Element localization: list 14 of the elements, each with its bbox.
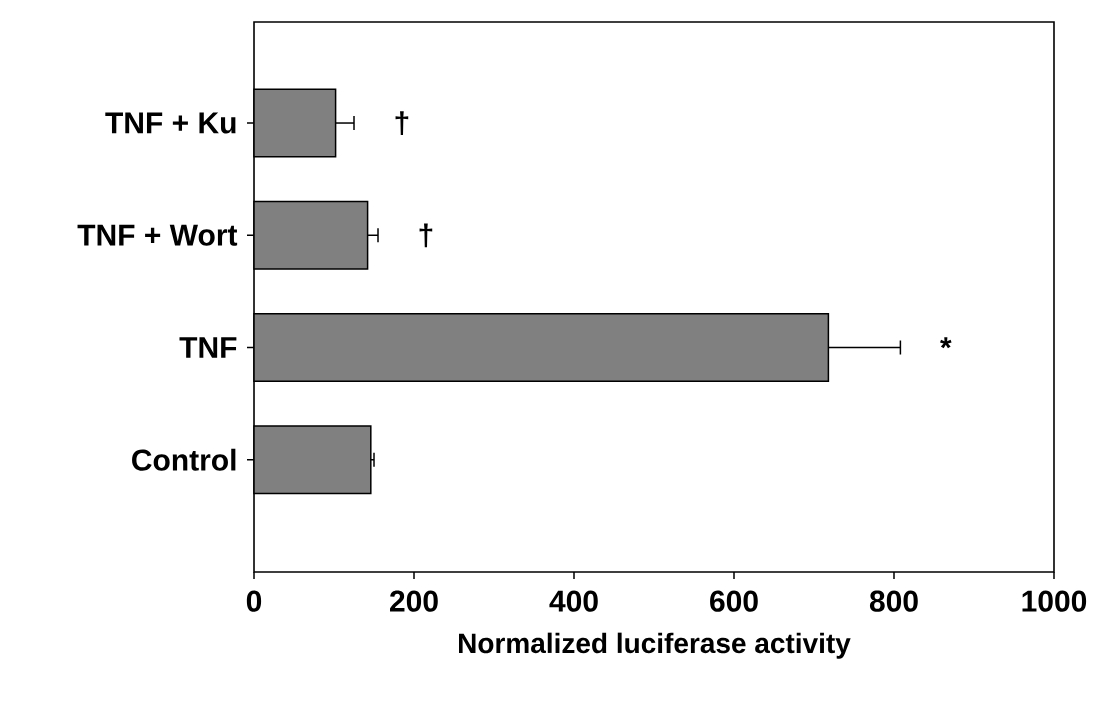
x-tick-label: 400 xyxy=(549,590,598,612)
x-tick-label: 600 xyxy=(710,590,758,612)
x-tick-label: 0 xyxy=(246,590,262,612)
x-tick-label: 800 xyxy=(869,590,918,612)
y-tick-label: TNF + Wort xyxy=(77,224,238,246)
x-tick-label: 1000 xyxy=(1022,590,1087,612)
annotation: * xyxy=(940,337,952,349)
annotation: † xyxy=(395,111,409,135)
y-tick-label: TNF xyxy=(179,337,237,358)
y-tick-label: TNF + Ku xyxy=(105,112,236,134)
y-tick-label: Control xyxy=(132,448,236,471)
annotation: † xyxy=(419,223,433,248)
x-axis-title: Normalized luciferase activity xyxy=(459,632,851,659)
x-tick-label: 200 xyxy=(390,590,438,612)
